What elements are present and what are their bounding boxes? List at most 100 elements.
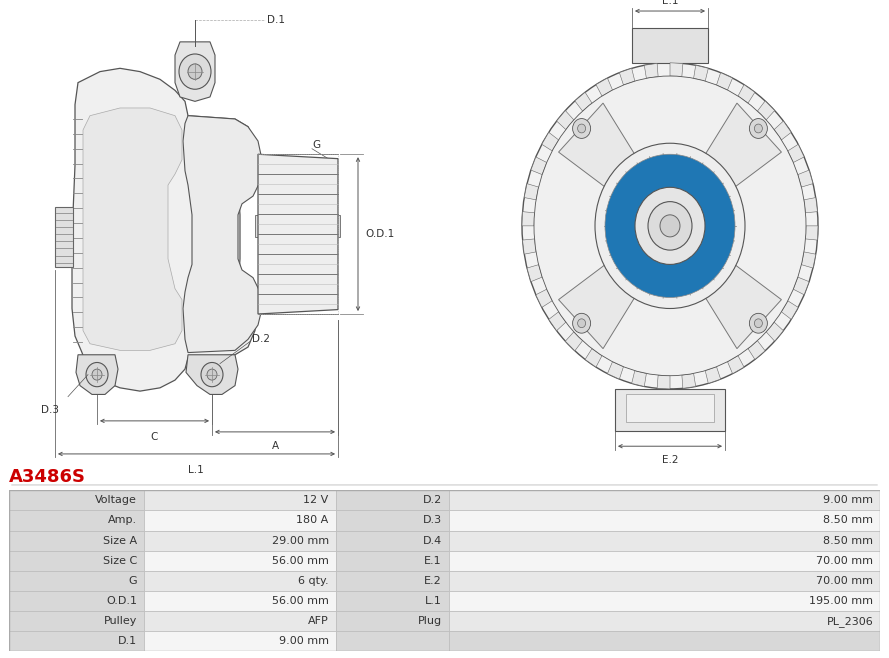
Text: Pulley: Pulley [104, 616, 137, 626]
Polygon shape [183, 116, 262, 353]
Polygon shape [693, 65, 709, 81]
Polygon shape [596, 78, 613, 96]
Bar [144, 511, 336, 530]
Polygon shape [670, 63, 683, 76]
Circle shape [749, 313, 767, 333]
Text: Amp.: Amp. [108, 515, 137, 526]
Polygon shape [774, 121, 791, 140]
Text: D.3: D.3 [41, 405, 59, 415]
Circle shape [573, 118, 590, 138]
Circle shape [201, 363, 223, 387]
Polygon shape [255, 215, 340, 237]
Bar [9, 591, 144, 611]
Polygon shape [727, 355, 744, 374]
Text: D.3: D.3 [423, 515, 442, 526]
Polygon shape [657, 375, 670, 389]
Circle shape [648, 201, 692, 250]
Text: C: C [150, 432, 157, 442]
Text: E.2: E.2 [424, 576, 442, 586]
Circle shape [613, 163, 727, 289]
Circle shape [86, 363, 108, 387]
Polygon shape [805, 226, 818, 240]
Polygon shape [738, 85, 755, 103]
Text: D.1: D.1 [267, 15, 285, 25]
Bar [144, 570, 336, 591]
Text: 180 A: 180 A [296, 515, 329, 526]
Polygon shape [531, 157, 547, 174]
Bar [449, 530, 880, 551]
Polygon shape [793, 277, 809, 295]
Polygon shape [757, 101, 774, 120]
Text: E.1: E.1 [661, 0, 678, 5]
Text: 29.00 mm: 29.00 mm [271, 536, 329, 545]
Circle shape [578, 124, 586, 133]
Circle shape [755, 124, 763, 133]
Text: Plug: Plug [418, 616, 442, 626]
Polygon shape [615, 389, 725, 431]
Circle shape [573, 313, 590, 333]
Polygon shape [83, 108, 182, 350]
Bar [144, 631, 336, 651]
Bar [449, 611, 880, 631]
Polygon shape [72, 68, 255, 391]
Bar [144, 611, 336, 631]
Bar [449, 511, 880, 530]
Polygon shape [781, 301, 798, 319]
Polygon shape [766, 322, 783, 341]
Polygon shape [55, 207, 73, 266]
Bar [449, 570, 880, 591]
Text: E.2: E.2 [661, 455, 678, 465]
Polygon shape [558, 103, 655, 209]
Bar [449, 631, 880, 651]
Bar [9, 490, 144, 511]
Text: 70.00 mm: 70.00 mm [816, 576, 873, 586]
Bar [144, 551, 336, 571]
Bar [9, 631, 144, 651]
Polygon shape [585, 349, 602, 367]
Polygon shape [717, 72, 733, 90]
Polygon shape [797, 170, 813, 187]
Text: AFP: AFP [308, 616, 329, 626]
Polygon shape [175, 42, 215, 101]
Bar [336, 591, 449, 611]
Polygon shape [525, 184, 539, 200]
Circle shape [179, 54, 211, 89]
Text: 9.00 mm: 9.00 mm [278, 636, 329, 646]
Circle shape [605, 154, 735, 297]
Text: D.1: D.1 [118, 636, 137, 646]
Polygon shape [682, 374, 696, 388]
Circle shape [188, 64, 202, 80]
Polygon shape [575, 92, 592, 111]
Circle shape [534, 76, 806, 376]
Bar [9, 570, 144, 591]
Circle shape [522, 63, 818, 389]
Text: 6 qty.: 6 qty. [298, 576, 329, 586]
Text: E.1: E.1 [424, 556, 442, 566]
Polygon shape [565, 332, 582, 351]
Polygon shape [557, 111, 573, 130]
Circle shape [207, 369, 217, 380]
Polygon shape [788, 144, 805, 163]
Polygon shape [549, 312, 565, 331]
Bar [9, 611, 144, 631]
Circle shape [578, 319, 586, 328]
Text: D.2: D.2 [422, 495, 442, 505]
Text: 195.00 mm: 195.00 mm [809, 596, 873, 606]
Bar [449, 551, 880, 571]
Text: 70.00 mm: 70.00 mm [816, 556, 873, 566]
Text: Voltage: Voltage [95, 495, 137, 505]
Circle shape [755, 319, 763, 328]
Polygon shape [186, 355, 238, 394]
Text: L.1: L.1 [188, 465, 204, 475]
Polygon shape [804, 197, 818, 213]
Circle shape [612, 162, 728, 290]
Text: 56.00 mm: 56.00 mm [272, 596, 329, 606]
Circle shape [749, 118, 767, 138]
Text: 8.50 mm: 8.50 mm [823, 536, 873, 545]
Circle shape [595, 143, 745, 309]
Polygon shape [705, 367, 721, 384]
Polygon shape [536, 289, 552, 307]
Text: O.D.1: O.D.1 [365, 229, 394, 239]
Bar [144, 591, 336, 611]
Bar [9, 511, 144, 530]
